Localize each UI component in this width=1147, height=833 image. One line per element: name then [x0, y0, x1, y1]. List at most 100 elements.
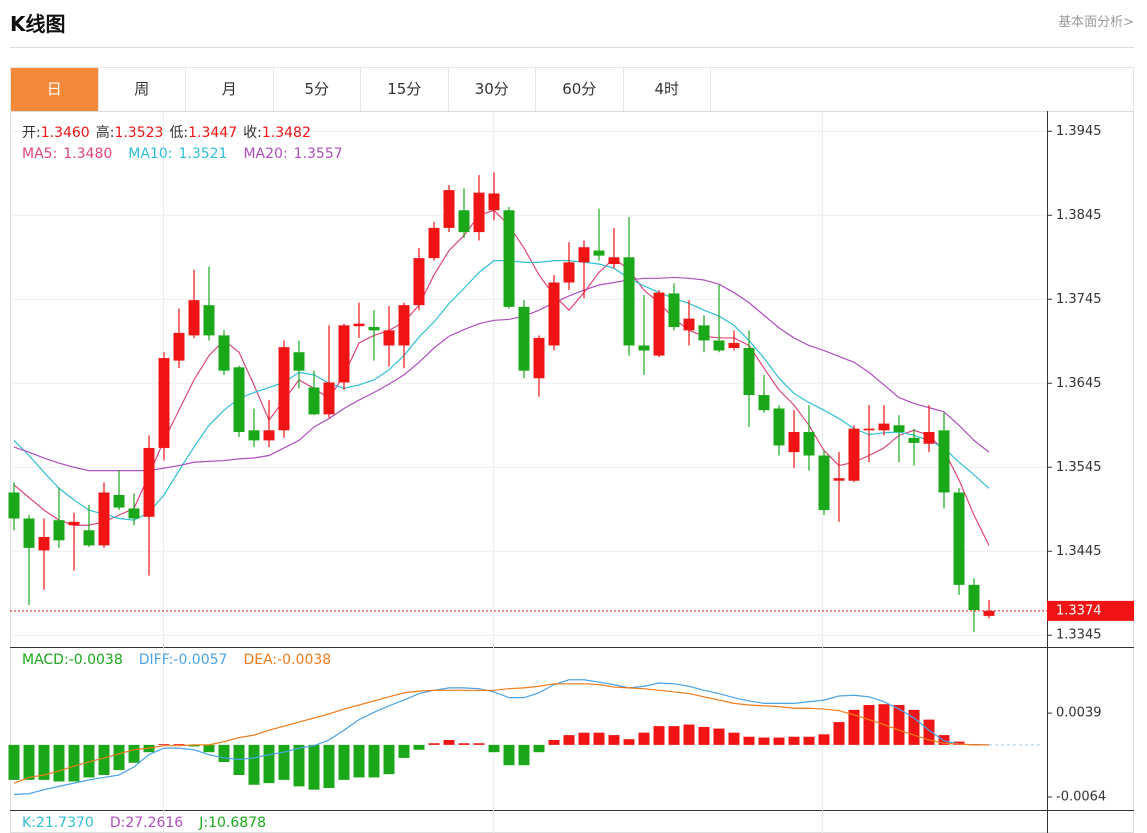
- macd-bar: [638, 732, 650, 745]
- candle-body: [743, 348, 755, 396]
- period-tab[interactable]: 60分: [536, 68, 624, 111]
- candle-body: [728, 342, 740, 349]
- legend-name: DIFF:: [138, 652, 174, 668]
- candle-body: [293, 352, 305, 371]
- legend-item: MACD:-0.0038: [22, 652, 123, 668]
- macd-bar: [683, 724, 695, 745]
- y-tick-label: 1.3745: [1056, 292, 1102, 307]
- page-title: K线图: [10, 12, 66, 36]
- macd-bar: [578, 732, 590, 745]
- candle-body: [8, 492, 20, 519]
- candle-body: [413, 258, 425, 306]
- info-value: 1.3523: [114, 125, 164, 141]
- macd-bar: [443, 739, 455, 745]
- macd-bar: [803, 736, 815, 745]
- candle-body: [638, 345, 650, 351]
- candle-body: [308, 387, 320, 415]
- candle-body: [848, 428, 860, 481]
- candle-body: [713, 340, 725, 351]
- candle-body: [563, 262, 575, 283]
- legend-value: 1.3557: [293, 146, 343, 162]
- macd-line: [13, 683, 989, 784]
- macd-bar: [788, 736, 800, 745]
- candle-body: [38, 536, 50, 551]
- info-value: 1.3482: [261, 125, 311, 141]
- ma-legend: MA5: 1.3480 MA10: 1.3521 MA20: 1.3557: [22, 146, 359, 162]
- y-tick-label: 1.3945: [1056, 124, 1102, 139]
- macd-bar: [458, 743, 470, 745]
- macd-bar: [563, 735, 575, 745]
- candle-body: [668, 293, 680, 328]
- legend-value: 1.3480: [63, 146, 113, 162]
- candle-body: [23, 518, 35, 548]
- y-tick-label: 1.3845: [1056, 208, 1102, 223]
- candle-body: [923, 431, 935, 444]
- macd-legend: MACD:-0.0038 DIFF:-0.0057 DEA:-0.0038: [22, 652, 347, 668]
- period-tab[interactable]: 4时: [624, 68, 711, 111]
- period-tab[interactable]: 周: [99, 68, 186, 111]
- macd-bar: [728, 732, 740, 745]
- macd-bar: [953, 741, 965, 745]
- candle-body: [128, 508, 140, 519]
- candle-body: [518, 306, 530, 371]
- candle-body: [278, 347, 290, 431]
- candle-body: [653, 292, 665, 356]
- candle-body: [353, 323, 365, 327]
- legend-value: 1.3521: [178, 146, 228, 162]
- info-value: 1.3460: [40, 125, 90, 141]
- info-name: 收:: [243, 125, 262, 141]
- macd-bar: [128, 744, 140, 763]
- period-tabs: 日周月 5分 15分 30分 60分 4时: [10, 67, 1134, 111]
- macd-bar: [608, 735, 620, 745]
- period-tab[interactable]: 30分: [449, 68, 536, 111]
- candle-body: [218, 335, 230, 371]
- macd-bar: [848, 709, 860, 745]
- candle-body: [608, 257, 620, 265]
- candle-body: [863, 428, 875, 431]
- candle-body: [188, 300, 200, 336]
- macd-bar: [533, 744, 545, 753]
- macd-bar: [758, 737, 770, 745]
- candle-body: [263, 430, 275, 441]
- macd-bar: [428, 743, 440, 745]
- kdj-name: J:: [199, 815, 209, 831]
- legend-item: MA20: 1.3557: [243, 146, 342, 162]
- candle-body: [503, 210, 515, 307]
- macd-bar: [668, 726, 680, 745]
- macd-bar: [938, 735, 950, 745]
- macd-bar: [833, 722, 845, 745]
- period-tab[interactable]: 月: [186, 68, 274, 111]
- period-tab[interactable]: 日: [11, 68, 99, 111]
- macd-bar: [308, 744, 320, 790]
- info-item: 高:1.3523: [96, 125, 164, 141]
- period-tab[interactable]: 5分: [274, 68, 361, 111]
- period-tab[interactable]: 15分: [361, 68, 449, 111]
- info-item: 低:1.3447: [169, 125, 237, 141]
- legend-name: MA5:: [22, 146, 58, 162]
- candle-body: [788, 431, 800, 453]
- candle-body: [878, 423, 890, 431]
- fundamentals-link[interactable]: 基本面分析>: [1058, 15, 1134, 30]
- macd-bar: [293, 744, 305, 787]
- legend-item: MA5: 1.3480: [22, 146, 112, 162]
- macd-bar: [8, 744, 20, 780]
- kdj-item: K:21.7370: [22, 815, 94, 831]
- macd-bar: [473, 743, 485, 745]
- kdj-legend: K:21.7370 D:27.2616 J:10.6878: [22, 815, 282, 831]
- kdj-name: D:: [109, 815, 126, 831]
- candle-body: [233, 367, 245, 432]
- legend-item: MA10: 1.3521: [128, 146, 227, 162]
- macd-bar: [53, 744, 65, 782]
- macd-bar: [23, 744, 35, 780]
- info-item: 收:1.3482: [243, 125, 311, 141]
- candle-body: [158, 358, 170, 448]
- macd-bar: [413, 744, 425, 750]
- candle-body: [473, 192, 485, 233]
- macd-bar: [338, 744, 350, 780]
- candle-body: [113, 494, 125, 508]
- y-tick-label: 1.3445: [1056, 544, 1102, 559]
- macd-bar: [98, 744, 110, 775]
- macd-bar: [188, 744, 200, 747]
- macd-bar: [503, 744, 515, 766]
